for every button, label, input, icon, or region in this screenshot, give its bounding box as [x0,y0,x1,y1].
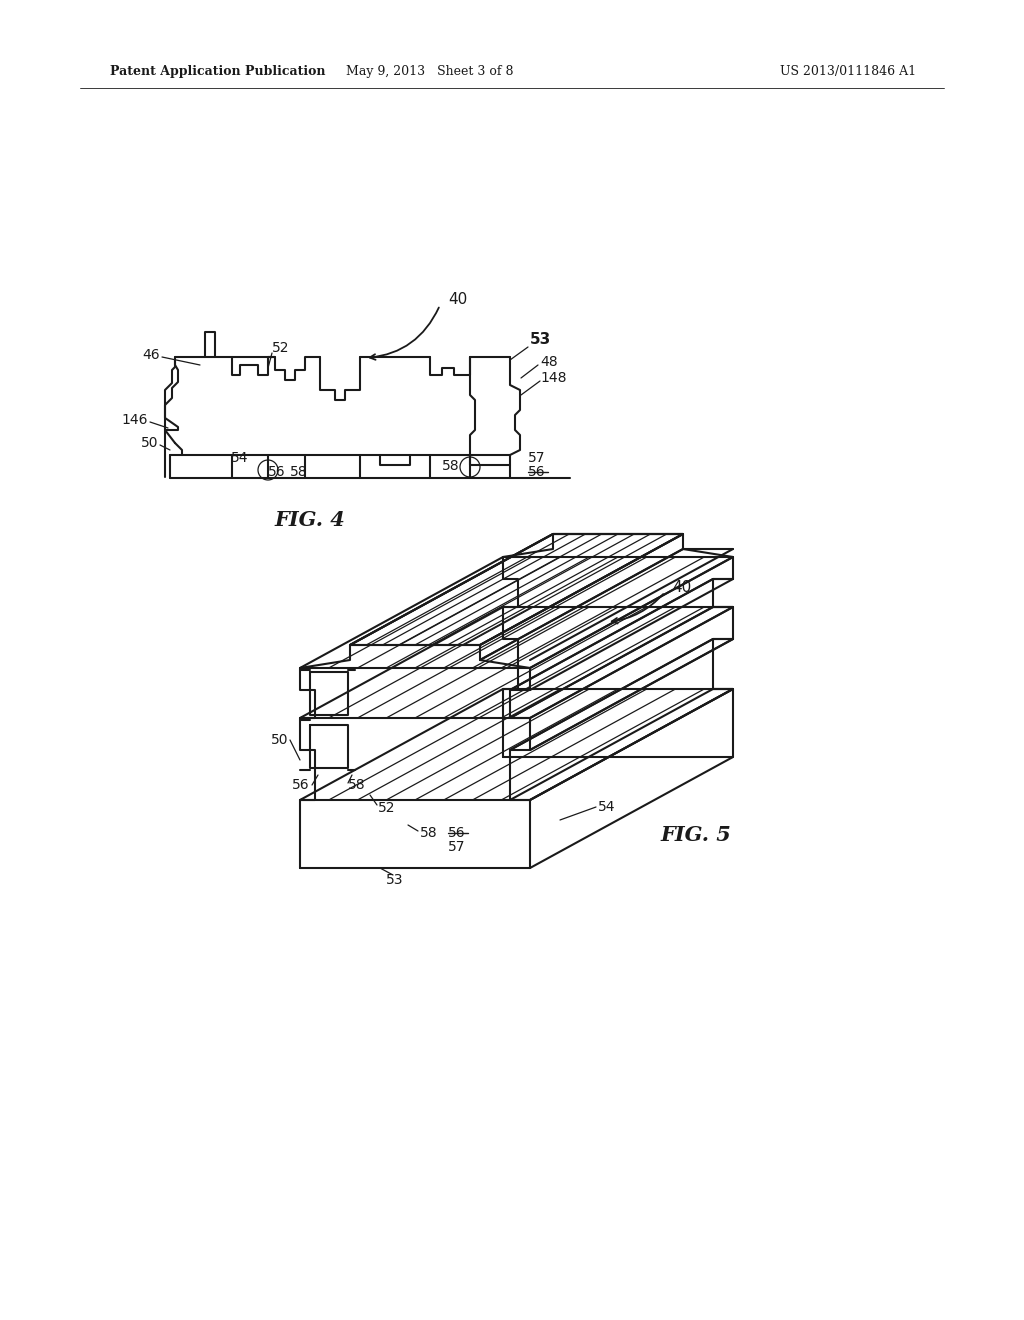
Text: 50: 50 [140,436,158,450]
Text: 148: 148 [540,371,566,385]
Text: 50: 50 [270,733,288,747]
Text: 40: 40 [672,581,691,595]
Text: 53: 53 [386,873,403,887]
Text: FIG. 5: FIG. 5 [660,825,731,845]
Text: 56: 56 [268,465,286,479]
Text: 48: 48 [540,355,558,370]
Text: 56: 56 [293,777,310,792]
Text: 58: 58 [420,826,437,840]
Text: 58: 58 [442,459,460,473]
Text: 58: 58 [290,465,307,479]
Text: 58: 58 [348,777,366,792]
Text: FIG. 4: FIG. 4 [274,510,345,531]
Text: 57: 57 [528,451,546,465]
Text: 53: 53 [530,333,551,347]
Text: 40: 40 [449,293,467,308]
Text: 56: 56 [528,465,546,479]
Text: 46: 46 [142,348,160,362]
Text: 54: 54 [598,800,615,814]
Text: 57: 57 [449,840,466,854]
Text: May 9, 2013   Sheet 3 of 8: May 9, 2013 Sheet 3 of 8 [346,66,514,78]
Text: 146: 146 [122,413,148,426]
Text: 52: 52 [378,801,395,814]
Text: 56: 56 [449,826,466,840]
Text: 52: 52 [272,341,290,355]
Text: 54: 54 [230,451,248,465]
Text: US 2013/0111846 A1: US 2013/0111846 A1 [780,66,916,78]
Text: Patent Application Publication: Patent Application Publication [110,66,326,78]
